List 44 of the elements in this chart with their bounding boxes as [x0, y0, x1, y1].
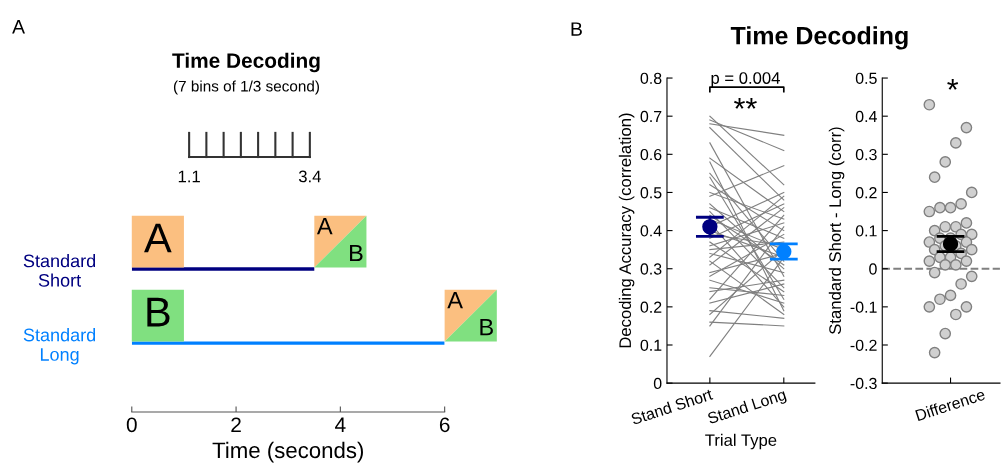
y-axis-title: Decoding Accuracy (correlation) [618, 113, 635, 348]
x-tick-label: 4 [335, 417, 346, 432]
text: 3.4 [298, 170, 321, 183]
y-tick-label: 0.5 [855, 72, 877, 84]
annotation: p = 0.004 [711, 72, 780, 88]
y-tick-label: 0.6 [640, 148, 662, 161]
y-tick-label: 0.2 [640, 301, 662, 313]
x-tick-label: 6 [439, 417, 450, 433]
y-tick-label: 0.2 [855, 187, 877, 199]
text: B [571, 22, 582, 36]
y-tick-label: 0.1 [640, 339, 662, 351]
annotation: ** [734, 98, 757, 109]
y-tick-label: 0.3 [640, 263, 662, 275]
y-tick-label: 0.3 [855, 148, 877, 161]
y-tick-label: -0.3 [850, 377, 877, 390]
y-tick-label: 0.5 [640, 187, 662, 199]
annotation: A [447, 292, 463, 309]
annotation: A [144, 223, 172, 253]
y-tick-label: 0.4 [855, 110, 877, 123]
annotation: B [147, 297, 170, 327]
x-axis-title: Time (seconds) [212, 441, 363, 463]
chart-subtitle: (7 bins of 1/3 second) [173, 80, 319, 95]
y-tick-label: 0.8 [640, 72, 662, 84]
y-tick-label: 0.1 [855, 225, 877, 237]
annotation: A [316, 217, 333, 235]
annotation: B [480, 318, 493, 336]
y-tick-label: -0.2 [850, 339, 877, 351]
y-tick-label: Standard Short [23, 254, 96, 287]
chart-title: Time Decoding [730, 26, 908, 50]
y-tick-label: -0.1 [850, 301, 877, 313]
y-tick-label: Standard Long [23, 328, 96, 365]
x-tick-label: 0 [126, 417, 137, 433]
y-tick-label: 0 [653, 377, 662, 390]
x-tick-label: 2 [231, 417, 241, 432]
annotation: * [947, 79, 959, 90]
text: A [12, 20, 25, 34]
chart-title: Time Decoding [172, 52, 320, 73]
x-axis-title: Trial Type [705, 433, 777, 450]
text: 1.1 [178, 170, 200, 183]
annotation: B [350, 244, 363, 262]
y-tick-label: 0.7 [640, 110, 662, 123]
y-axis-title: Standard Short - Long (corr) [828, 127, 845, 335]
y-tick-label: 0 [869, 263, 877, 275]
y-tick-label: 0.4 [640, 225, 662, 237]
